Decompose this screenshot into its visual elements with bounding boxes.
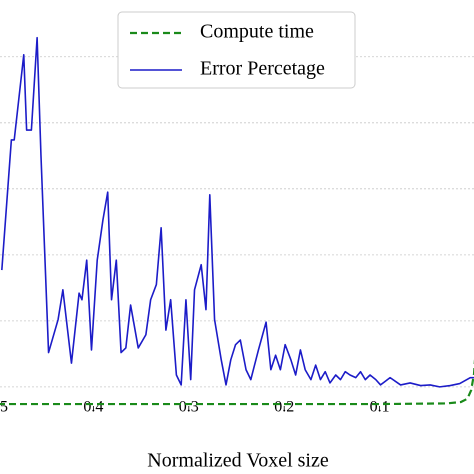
- x-tick-label: 0.2: [274, 399, 294, 416]
- legend-box: [117, 11, 356, 89]
- x-tick-label: 0.4: [83, 399, 103, 416]
- x-tick-label: 0.3: [179, 399, 199, 416]
- legend-label: Compute time: [200, 21, 314, 43]
- x-tick-label: 0.1: [370, 399, 390, 416]
- x-tick-label: 0.5: [0, 399, 8, 416]
- legend-label: Error Percetage: [200, 58, 325, 80]
- x-axis-label: Normalized Voxel size: [147, 450, 329, 472]
- series-line: [1, 36, 474, 388]
- series-line: [0, 359, 474, 406]
- legend: Compute time Error Percetage: [117, 11, 356, 89]
